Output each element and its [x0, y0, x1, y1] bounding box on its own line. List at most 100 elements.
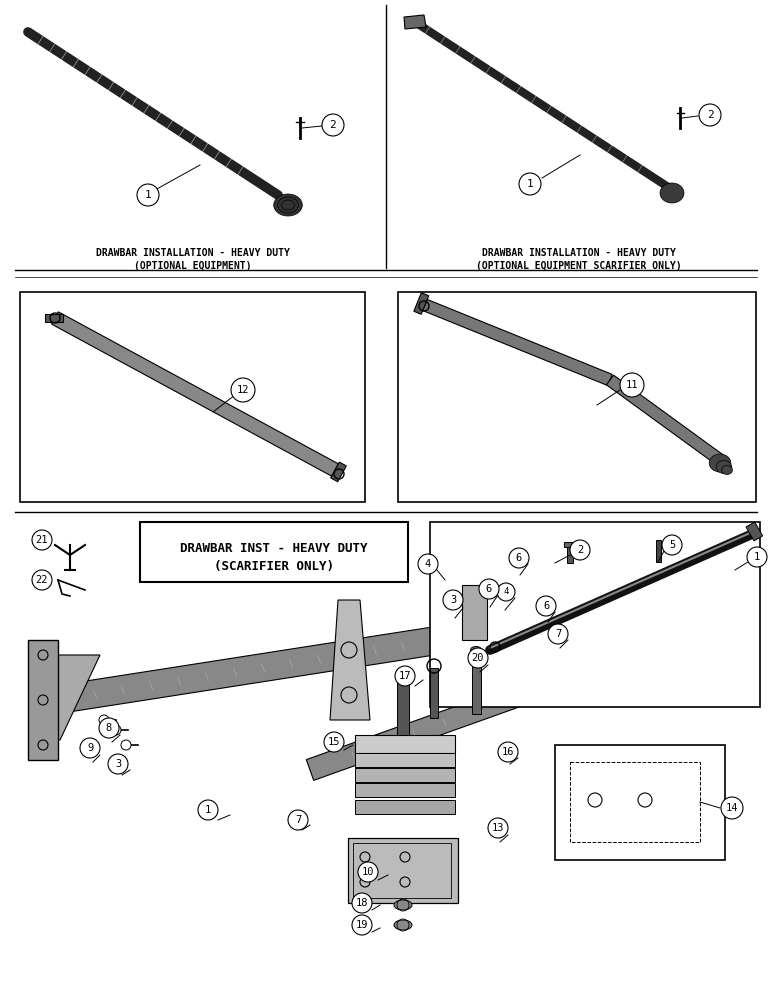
Text: DRAWBAR INSTALLATION - HEAVY DUTY: DRAWBAR INSTALLATION - HEAVY DUTY [482, 248, 676, 258]
Bar [28, 640, 58, 760]
Polygon shape [330, 600, 370, 720]
Bar [140, 522, 408, 582]
Circle shape [322, 114, 344, 136]
Text: 8: 8 [106, 723, 112, 733]
Text: 4: 4 [503, 587, 509, 596]
Text: 6: 6 [543, 601, 549, 611]
Text: 22: 22 [36, 575, 48, 585]
Ellipse shape [666, 188, 677, 198]
Circle shape [662, 535, 682, 555]
Text: 6: 6 [486, 584, 492, 594]
Circle shape [497, 583, 515, 601]
Ellipse shape [716, 460, 732, 474]
Circle shape [108, 754, 128, 774]
Text: DRAWBAR INST - HEAVY DUTY: DRAWBAR INST - HEAVY DUTY [180, 542, 367, 555]
Circle shape [548, 624, 568, 644]
Circle shape [32, 570, 52, 590]
Circle shape [198, 800, 218, 820]
Circle shape [288, 810, 308, 830]
Bar [746, 522, 763, 541]
Circle shape [721, 797, 743, 819]
Polygon shape [404, 15, 426, 29]
Polygon shape [45, 314, 63, 322]
Ellipse shape [394, 900, 412, 910]
Bar [570, 762, 700, 842]
Circle shape [519, 173, 541, 195]
Ellipse shape [664, 186, 680, 200]
Circle shape [479, 579, 499, 599]
Ellipse shape [722, 466, 733, 475]
Bar [20, 292, 365, 502]
Circle shape [324, 732, 344, 752]
Text: DRAWBAR INSTALLATION - HEAVY DUTY: DRAWBAR INSTALLATION - HEAVY DUTY [96, 248, 290, 258]
Polygon shape [52, 312, 338, 476]
Polygon shape [607, 375, 723, 465]
Text: 5: 5 [669, 540, 676, 550]
Text: 20: 20 [472, 653, 484, 663]
Polygon shape [52, 626, 442, 714]
Text: 1: 1 [527, 179, 533, 189]
Text: 7: 7 [555, 629, 561, 639]
Circle shape [352, 915, 372, 935]
Circle shape [358, 862, 378, 882]
Text: (OPTIONAL EQUIPMENT): (OPTIONAL EQUIPMENT) [134, 261, 252, 271]
Circle shape [498, 742, 518, 762]
Circle shape [80, 738, 100, 758]
Bar [348, 838, 458, 903]
Text: 18: 18 [356, 898, 368, 908]
Ellipse shape [282, 200, 294, 210]
Text: 16: 16 [502, 747, 514, 757]
Text: 6: 6 [516, 553, 522, 563]
Polygon shape [58, 655, 100, 740]
Text: 17: 17 [399, 671, 411, 681]
Text: 1: 1 [144, 190, 151, 200]
Bar [353, 843, 451, 898]
Text: 1: 1 [754, 552, 760, 562]
Text: 14: 14 [726, 803, 738, 813]
Bar [355, 753, 455, 767]
Circle shape [418, 554, 438, 574]
Circle shape [231, 378, 255, 402]
Circle shape [137, 184, 159, 206]
Text: 3: 3 [115, 759, 121, 769]
Circle shape [509, 548, 529, 568]
Bar [567, 545, 573, 563]
Bar [430, 668, 438, 718]
Ellipse shape [396, 674, 410, 682]
Text: 15: 15 [328, 737, 340, 747]
Text: 2: 2 [577, 545, 583, 555]
Ellipse shape [709, 454, 731, 472]
Polygon shape [423, 299, 612, 386]
Text: 2: 2 [706, 110, 713, 120]
Circle shape [699, 104, 721, 126]
Circle shape [32, 530, 52, 550]
Circle shape [570, 540, 590, 560]
Text: 4: 4 [425, 559, 431, 569]
Text: 19: 19 [356, 920, 368, 930]
Ellipse shape [274, 194, 303, 216]
Bar [656, 540, 661, 562]
Bar [430, 522, 760, 707]
Text: 1: 1 [205, 805, 211, 815]
Bar [564, 542, 576, 547]
Text: 11: 11 [626, 380, 638, 390]
Bar [355, 735, 455, 753]
Text: 3: 3 [450, 595, 456, 605]
Ellipse shape [394, 920, 412, 930]
Bar [472, 652, 481, 714]
Bar [355, 800, 455, 814]
Text: 13: 13 [492, 823, 504, 833]
Ellipse shape [660, 183, 684, 203]
Circle shape [468, 648, 488, 668]
Bar [355, 768, 455, 782]
Circle shape [395, 666, 415, 686]
Bar [397, 680, 409, 735]
Text: 2: 2 [330, 120, 337, 130]
Ellipse shape [669, 190, 676, 196]
Circle shape [111, 725, 121, 735]
Circle shape [620, 373, 644, 397]
Circle shape [443, 590, 463, 610]
Bar [355, 783, 455, 797]
Bar [555, 745, 725, 860]
Circle shape [99, 718, 119, 738]
